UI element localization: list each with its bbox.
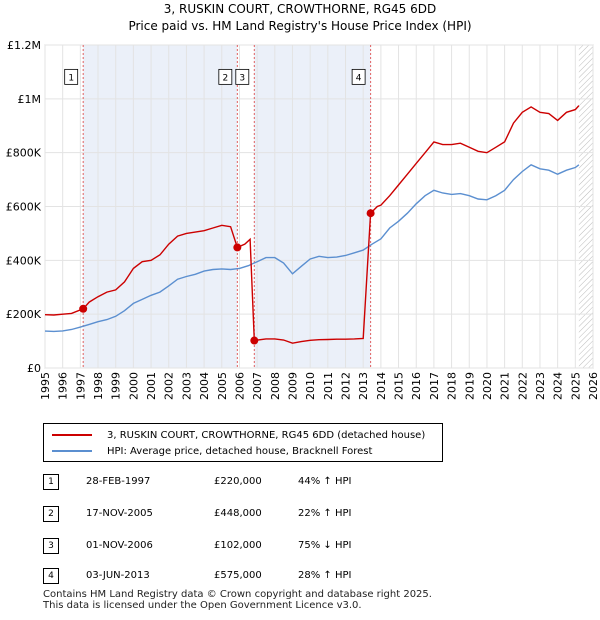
x-tick-label: 2024: [552, 372, 565, 400]
y-tick-label: £200K: [6, 308, 42, 321]
y-tick-label: £800K: [6, 147, 42, 160]
x-tick-label: 2009: [286, 372, 299, 400]
x-tick-label: 2013: [357, 372, 370, 400]
sale-date: 17-NOV-2005: [86, 508, 153, 519]
x-tick-label: 2005: [216, 372, 229, 400]
x-tick-label: 2010: [304, 372, 317, 400]
series-line: [44, 163, 580, 333]
x-tick-label: 1997: [74, 372, 87, 400]
y-tick-label: £1M: [18, 93, 42, 106]
x-tick-label: 2000: [127, 372, 140, 400]
x-tick-label: 2002: [163, 372, 176, 400]
legend-hpi-label: HPI: Average price, detached house, Brac…: [107, 445, 373, 457]
y-tick-label: £1.2M: [7, 39, 41, 52]
x-tick-label: 2023: [534, 372, 547, 400]
x-tick-label: 2001: [145, 372, 158, 400]
footer-licence: This data is licensed under the Open Gov…: [43, 600, 362, 611]
sale-row: 2 17-NOV-2005 £448,000 22% ↑ HPI: [43, 506, 403, 524]
x-tick-label: 1995: [39, 372, 52, 400]
property-line-swatch: [52, 434, 92, 436]
x-tick-label: 2025: [569, 372, 582, 400]
sale-price: £220,000: [214, 476, 262, 487]
y-tick-label: £0: [27, 362, 41, 375]
legend: 3, RUSKIN COURT, CROWTHORNE, RG45 6DD (d…: [43, 423, 443, 462]
x-tick-label: 2003: [180, 372, 193, 400]
sale-marker-badge: [218, 68, 233, 85]
footer: Contains HM Land Registry data © Crown c…: [43, 589, 432, 611]
price-chart: 3, RUSKIN COURT, CROWTHORNE, RG45 6DD Pr…: [6, 2, 600, 400]
sale-price: £448,000: [214, 508, 262, 519]
y-tick-label: £600K: [6, 201, 42, 214]
legend-item-hpi: HPI: Average price, detached house, Brac…: [52, 443, 372, 459]
x-tick-label: 2004: [198, 372, 211, 400]
sale-marker-badge: [235, 68, 250, 85]
x-tick-label: 1999: [110, 372, 123, 400]
sale-point: [366, 209, 375, 218]
sale-row: 1 28-FEB-1997 £220,000 44% ↑ HPI: [43, 474, 403, 492]
chart-subtitle: Price paid vs. HM Land Registry's House …: [128, 19, 471, 33]
sale-date: 03-JUN-2013: [86, 570, 150, 581]
sale-hpi-change: 28% ↑ HPI: [298, 570, 352, 581]
footer-copyright: Contains HM Land Registry data © Crown c…: [43, 589, 432, 600]
sale-point: [233, 243, 242, 252]
sale-number-badge: 1: [43, 474, 59, 490]
x-tick-label: 2006: [233, 372, 246, 400]
sale-marker-badge: [64, 68, 79, 85]
x-tick-label: 2021: [499, 372, 512, 400]
x-tick-label: 2022: [516, 372, 529, 400]
x-tick-label: 2018: [446, 372, 459, 400]
sale-point: [79, 304, 88, 313]
x-tick-label: 2016: [410, 372, 423, 400]
sale-marker-number: 2: [222, 73, 228, 83]
sale-row: 4 03-JUN-2013 £575,000 28% ↑ HPI: [43, 568, 403, 586]
x-tick-label: 2020: [481, 372, 494, 400]
y-tick-label: £400K: [6, 254, 42, 267]
sale-row: 3 01-NOV-2006 £102,000 75% ↓ HPI: [43, 538, 403, 556]
sale-number-badge: 4: [43, 568, 59, 584]
legend-property-label: 3, RUSKIN COURT, CROWTHORNE, RG45 6DD (d…: [107, 429, 426, 441]
sale-point: [250, 336, 259, 345]
x-tick-label: 2017: [428, 372, 441, 400]
sale-marker-number: 3: [239, 73, 245, 83]
x-tick-label: 2007: [251, 372, 264, 400]
sale-hpi-change: 22% ↑ HPI: [298, 508, 352, 519]
series-line: [44, 105, 580, 344]
x-tick-label: 2011: [322, 372, 335, 400]
sale-price: £102,000: [214, 540, 262, 551]
x-tick-label: 1996: [57, 372, 70, 400]
sale-marker-number: 1: [68, 73, 74, 83]
x-tick-label: 2015: [393, 372, 406, 400]
sale-date: 01-NOV-2006: [86, 540, 153, 551]
x-tick-label: 1998: [92, 372, 105, 400]
x-tick-label: 2012: [340, 372, 353, 400]
legend-item-property: 3, RUSKIN COURT, CROWTHORNE, RG45 6DD (d…: [52, 427, 425, 443]
sale-hpi-change: 44% ↑ HPI: [298, 476, 352, 487]
x-tick-label: 2019: [463, 372, 476, 400]
sale-price: £575,000: [214, 570, 262, 581]
sale-number-badge: 3: [43, 538, 59, 554]
hpi-line-swatch: [52, 450, 92, 452]
x-tick-label: 2008: [269, 372, 282, 400]
sale-marker-badge: [351, 68, 366, 85]
x-tick-label: 2026: [587, 372, 600, 400]
sale-marker-number: 4: [356, 73, 362, 83]
sale-date: 28-FEB-1997: [86, 476, 151, 487]
chart-title: 3, RUSKIN COURT, CROWTHORNE, RG45 6DD: [164, 2, 436, 16]
sale-hpi-change: 75% ↓ HPI: [298, 540, 352, 551]
x-tick-label: 2014: [375, 372, 388, 400]
sale-number-badge: 2: [43, 506, 59, 522]
